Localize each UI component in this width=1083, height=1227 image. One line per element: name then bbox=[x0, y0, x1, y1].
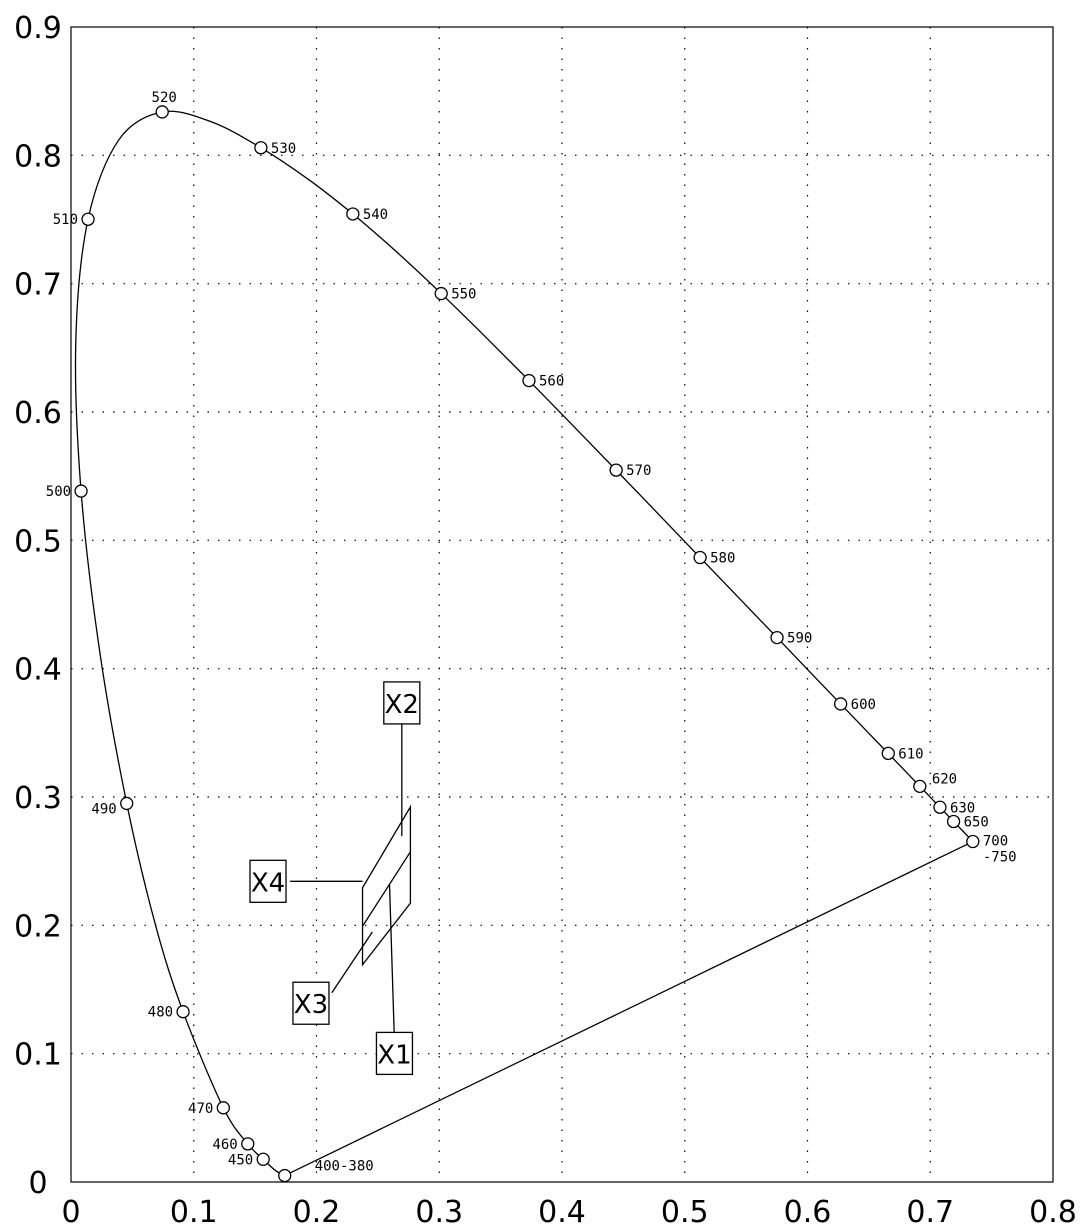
wavelength-label: 610 bbox=[898, 746, 923, 762]
wavelength-label: 600 bbox=[851, 697, 876, 713]
box-label-x4: X4 bbox=[251, 868, 285, 898]
box-x1 bbox=[375, 1031, 414, 1076]
wavelength-marker bbox=[155, 105, 169, 119]
wavelength-label: 510 bbox=[53, 212, 78, 228]
wavelength-marker bbox=[946, 814, 961, 829]
wavelength-label: 480 bbox=[148, 1005, 173, 1021]
wavelength-marker bbox=[346, 207, 360, 221]
y-tick-label: 0.7 bbox=[14, 268, 62, 303]
wavelength-label: 580 bbox=[710, 551, 735, 567]
y-tick-label: 0.4 bbox=[14, 653, 62, 688]
y-tick-label: 0.2 bbox=[14, 909, 62, 944]
wavelength-marker bbox=[278, 1168, 292, 1183]
wavelength-marker bbox=[81, 212, 95, 226]
wavelength-label: 530 bbox=[271, 141, 296, 157]
box-x3 bbox=[292, 981, 330, 1025]
box-x4 bbox=[249, 859, 287, 903]
wavelength-marker bbox=[933, 800, 947, 814]
box-label-x3: X3 bbox=[294, 990, 328, 1020]
wavelength-label: 490 bbox=[91, 801, 116, 817]
box-leader-x1 bbox=[388, 884, 396, 1042]
wavelength-label: 400-380 bbox=[315, 1159, 374, 1175]
wavelength-label: 650 bbox=[964, 815, 989, 831]
wavelength-marker bbox=[881, 746, 895, 761]
wavelength-label: 520 bbox=[152, 90, 177, 106]
plot-frame bbox=[70, 26, 1054, 1183]
y-tick-label: 0.6 bbox=[14, 396, 62, 431]
wavelength-marker bbox=[693, 550, 707, 565]
spectral-locus-line bbox=[74, 110, 974, 1177]
wavelength-marker bbox=[434, 286, 448, 301]
wavelength-marker bbox=[216, 1101, 230, 1115]
wavelength-label: 590 bbox=[787, 631, 812, 647]
curve-layer bbox=[74, 110, 974, 1177]
wavelength-marker bbox=[833, 697, 848, 711]
wavelength-label: 560 bbox=[539, 374, 564, 390]
wavelength-label: 630 bbox=[950, 800, 975, 816]
wavelength-marker bbox=[74, 484, 88, 498]
y-tick-label: 0.8 bbox=[14, 139, 62, 174]
x-tick-label: 0 bbox=[61, 1195, 80, 1227]
wavelength-marker bbox=[176, 1005, 190, 1019]
wavelength-marker bbox=[241, 1137, 255, 1151]
x-tick-label: 0.3 bbox=[415, 1195, 463, 1227]
y-tick-labels: 0 0.1 0.2 0.3 0.4 0.5 0.6 0.7 0.8 0.9 bbox=[14, 11, 62, 1201]
wavelength-label: 620 bbox=[932, 771, 957, 787]
wavelength-marker bbox=[522, 373, 536, 388]
x-tick-label: 0.8 bbox=[1029, 1195, 1077, 1227]
wavelength-marker bbox=[770, 630, 784, 645]
x-tick-labels: 0 0.1 0.2 0.3 0.4 0.5 0.6 0.7 0.8 bbox=[61, 1195, 1076, 1227]
y-tick-label: 0.1 bbox=[14, 1038, 62, 1073]
wavelength-label: 470 bbox=[188, 1101, 213, 1117]
wavelength-marker bbox=[966, 834, 980, 849]
grid-layer bbox=[71, 27, 1053, 1182]
wavelength-label: 550 bbox=[451, 287, 476, 303]
y-tick-label: 0.9 bbox=[14, 11, 62, 46]
box-label-x1: X1 bbox=[377, 1040, 411, 1070]
box-layer: X1 X2 X3 X4 bbox=[249, 681, 421, 1076]
wavelength-label: 700 -750 bbox=[983, 834, 1017, 866]
wavelength-marker bbox=[609, 463, 623, 477]
wavelength-label: 540 bbox=[363, 207, 388, 223]
x-tick-label: 0.6 bbox=[784, 1195, 832, 1227]
wavelength-label: 450 bbox=[228, 1152, 253, 1168]
x-tick-label: 0.2 bbox=[293, 1195, 341, 1227]
purple-line bbox=[284, 840, 974, 1177]
x-tick-label: 0.1 bbox=[170, 1195, 218, 1227]
wavelength-label: 460 bbox=[212, 1137, 237, 1153]
x-tick-label: 0.5 bbox=[661, 1195, 709, 1227]
wavelength-marker bbox=[254, 141, 268, 155]
wavelength-label: 570 bbox=[626, 463, 651, 479]
wavelength-marker bbox=[913, 779, 927, 793]
quad-layer bbox=[361, 804, 412, 967]
y-tick-label: 0.5 bbox=[14, 524, 62, 559]
quadrilateral-inner-diagonal bbox=[361, 851, 411, 927]
y-tick-label: 0 bbox=[28, 1166, 47, 1201]
wavelength-marker bbox=[120, 796, 134, 811]
box-x2 bbox=[383, 681, 421, 725]
box-leader-x3 bbox=[331, 931, 373, 994]
quadrilateral-outer bbox=[361, 804, 412, 967]
x-tick-label: 0.4 bbox=[538, 1195, 586, 1227]
wavelength-label: 500 bbox=[46, 484, 71, 500]
y-tick-label: 0.3 bbox=[14, 781, 62, 816]
wavelength-marker bbox=[256, 1152, 270, 1166]
x-tick-label: 0.7 bbox=[906, 1195, 954, 1227]
box-label-x2: X2 bbox=[385, 690, 419, 720]
